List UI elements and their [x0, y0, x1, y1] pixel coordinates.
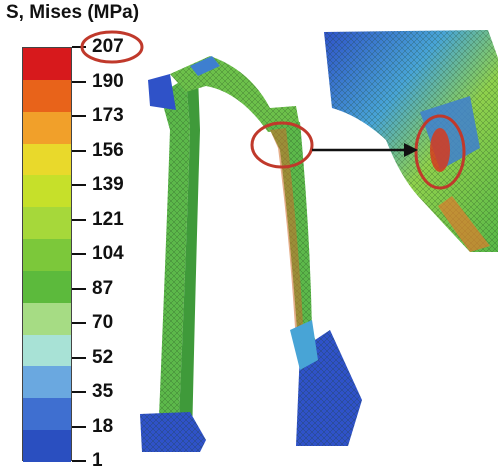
arrow-head — [404, 143, 418, 157]
colorbar-band — [23, 430, 71, 463]
colorbar-band — [23, 143, 71, 176]
colorbar-tick-label: 156 — [92, 139, 124, 161]
colorbar-band — [23, 398, 71, 431]
bracket-left-leg — [158, 76, 200, 440]
colorbar-tick-label: 70 — [92, 312, 114, 333]
colorbar-tick-label: 18 — [92, 415, 114, 437]
colorbar-tick-mark — [72, 287, 86, 290]
hotspot-circle — [250, 121, 314, 169]
colorbar-band — [23, 48, 71, 81]
colorbar-band — [23, 79, 71, 113]
colorbar-tick-label: 121 — [92, 208, 124, 230]
colorbar-tick-mark — [72, 253, 86, 255]
colorbar-band — [23, 334, 71, 367]
colorbar-tick-mark — [72, 356, 86, 359]
stress-colorbar — [22, 47, 72, 463]
bracket-top-arch — [148, 56, 300, 132]
colorbar-tick-mark — [72, 46, 86, 48]
colorbar-band — [23, 111, 71, 145]
colorbar-tick-mark — [72, 149, 86, 152]
colorbar-band — [23, 175, 71, 208]
colorbar-tick-mark — [72, 322, 86, 324]
colorbar-band — [23, 302, 71, 336]
legend-title: S, Mises (MPa) — [6, 2, 140, 23]
colorbar-tick-mark — [72, 460, 86, 462]
zoomed-detail — [324, 30, 498, 252]
colorbar-tick-mark — [72, 80, 86, 83]
colorbar-tick-mark — [72, 115, 86, 117]
bracket-right-leg — [268, 122, 362, 446]
colorbar-tick-label: 35 — [92, 381, 114, 402]
zoom-hotspot-circle — [414, 114, 466, 190]
colorbar-tick-mark — [72, 391, 86, 393]
bracket-left-foot — [140, 412, 206, 452]
colorbar-tick-label: 87 — [92, 277, 114, 299]
colorbar-tick-label: 139 — [92, 174, 124, 195]
colorbar-tick-label: 104 — [92, 243, 124, 264]
colorbar-tick-label: 52 — [92, 346, 114, 368]
colorbar-tick-label: 1 — [92, 450, 103, 471]
colorbar-tick-label: 207 — [92, 36, 124, 57]
max-value-highlight — [80, 30, 144, 64]
colorbar-tick-label: 190 — [92, 70, 124, 92]
colorbar-band — [23, 207, 71, 240]
colorbar-tick-mark — [72, 184, 86, 186]
colorbar-band — [23, 270, 71, 304]
colorbar-tick-label: 173 — [92, 105, 124, 126]
colorbar-band — [23, 239, 71, 272]
colorbar-band — [23, 366, 71, 399]
colorbar-tick-mark — [72, 425, 86, 428]
colorbar-tick-mark — [72, 218, 86, 221]
